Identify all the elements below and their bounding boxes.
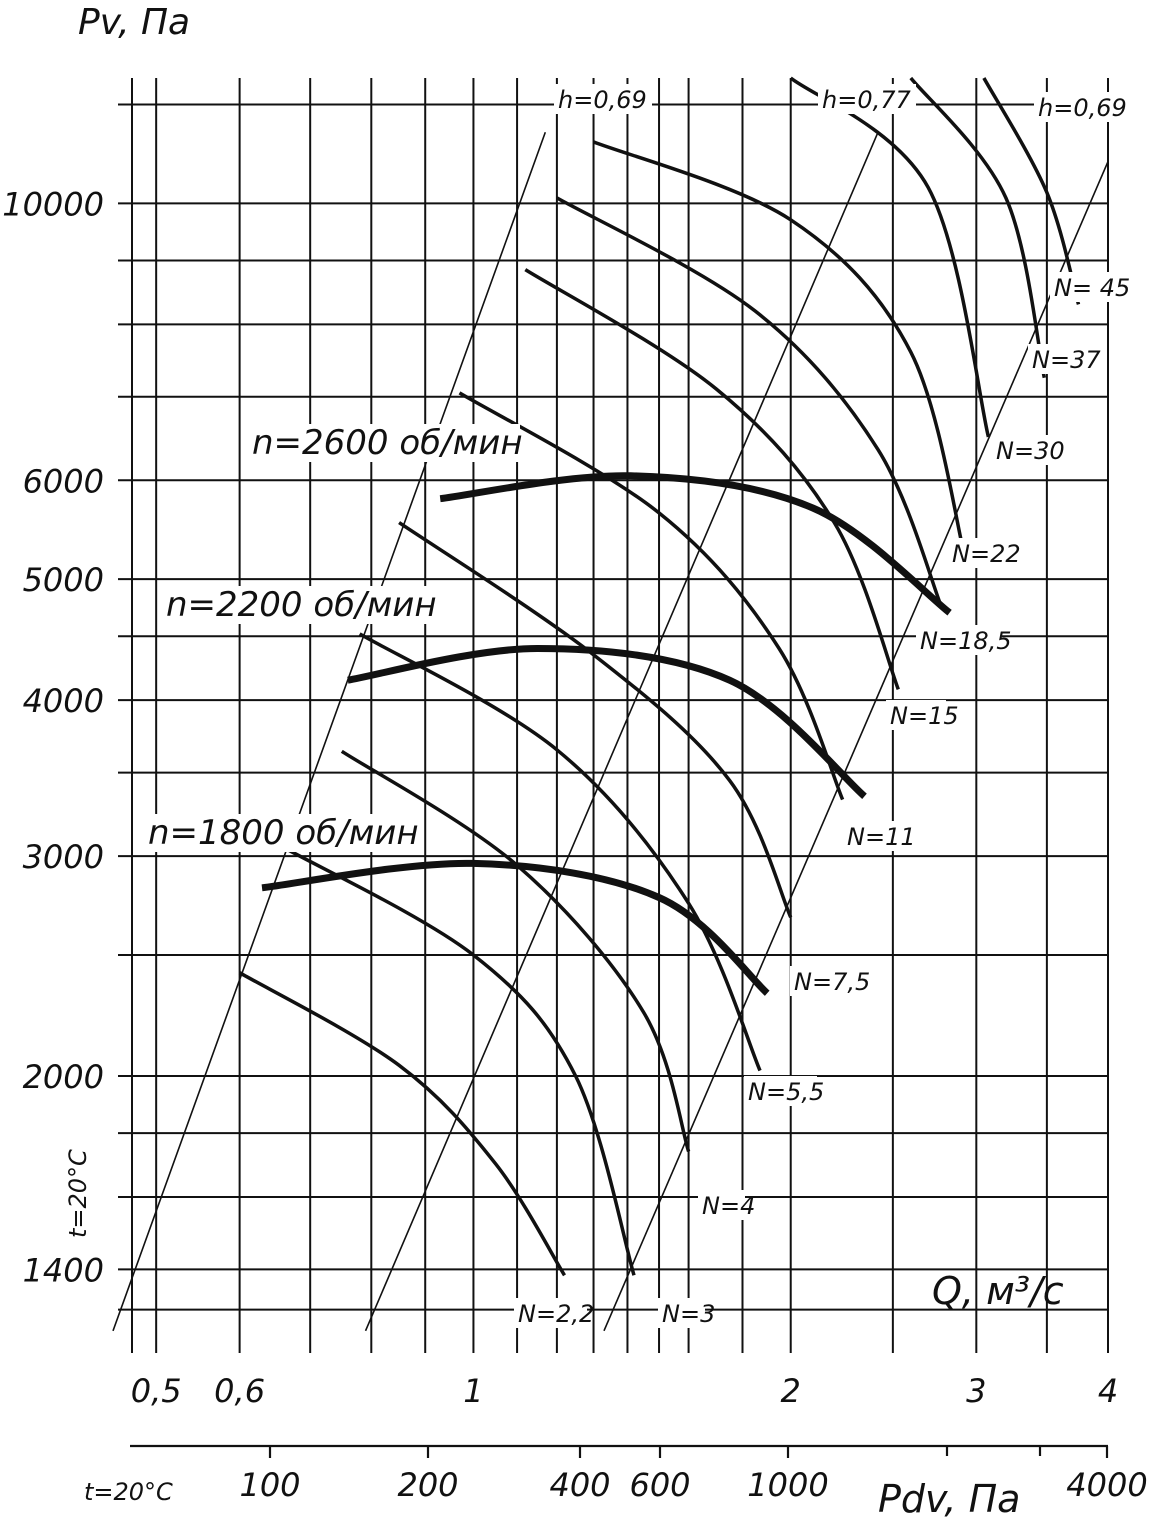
power-curve bbox=[358, 632, 762, 1072]
y-tick-label: 10000 bbox=[2, 185, 104, 223]
power-label-bg bbox=[1050, 272, 1123, 302]
efficiency-line bbox=[364, 131, 879, 1332]
efficiency-label: h=0,69 bbox=[1038, 94, 1127, 122]
y-tick-label: 6000 bbox=[23, 462, 104, 500]
power-label-bg bbox=[658, 1298, 705, 1328]
speed-label-bg bbox=[144, 814, 416, 852]
y-axis-title: Pv, Па bbox=[78, 2, 190, 43]
y-temperature-label: t=20°C bbox=[64, 1149, 92, 1238]
power-curve bbox=[592, 140, 968, 561]
speed-curves bbox=[261, 472, 952, 996]
power-label: N=22 bbox=[952, 540, 1021, 568]
power-label: N=4 bbox=[702, 1192, 755, 1220]
power-label: N=3 bbox=[662, 1300, 715, 1328]
pdv-tick-label: 200 bbox=[397, 1466, 458, 1504]
pdv-tick-label: 400 bbox=[549, 1466, 610, 1504]
efficiency-label-bg bbox=[554, 84, 652, 114]
power-label-bg bbox=[698, 1190, 745, 1220]
power-label-bg bbox=[744, 1076, 817, 1106]
power-label: N=2,2 bbox=[518, 1300, 594, 1328]
power-label-bg bbox=[1028, 344, 1088, 374]
power-label: N=11 bbox=[847, 823, 916, 851]
power-label: N=5,5 bbox=[748, 1078, 824, 1106]
y-tick-label: 1400 bbox=[23, 1251, 104, 1289]
power-curve bbox=[282, 845, 636, 1276]
efficiency-label: h=0,69 bbox=[558, 86, 647, 114]
power-label: N=7,5 bbox=[794, 968, 870, 996]
power-label: N=30 bbox=[996, 437, 1065, 465]
x-tick-label: 1 bbox=[463, 1372, 483, 1410]
y-tick-label: 5000 bbox=[23, 561, 104, 599]
efficiency-label: h=0,77 bbox=[822, 86, 911, 114]
power-curve bbox=[556, 196, 944, 608]
power-label-bg bbox=[843, 821, 903, 851]
power-curve bbox=[238, 971, 566, 1277]
pdv-tick-label: 600 bbox=[629, 1466, 690, 1504]
power-curves bbox=[238, 76, 1081, 1277]
power-label: N=18,5 bbox=[920, 627, 1012, 655]
power-label: N= 45 bbox=[1054, 274, 1130, 302]
speed-label-bg bbox=[162, 586, 434, 624]
x-tick-label: 4 bbox=[1098, 1372, 1118, 1410]
efficiency-line bbox=[112, 131, 547, 1332]
pdv-tick-label: 4000 bbox=[1066, 1466, 1147, 1504]
x-axis-title: Q, м³/с bbox=[932, 1269, 1064, 1313]
power-label-bg bbox=[916, 625, 1002, 655]
pdv-tick-label: 100 bbox=[239, 1466, 300, 1504]
speed-label-bg bbox=[248, 424, 520, 462]
speed-label: n=2600 об/мин bbox=[252, 423, 523, 463]
x-tick-label: 0,5 bbox=[131, 1372, 182, 1410]
y-tick-label: 4000 bbox=[23, 682, 104, 720]
efficiency-line bbox=[603, 161, 1109, 1332]
pdv-axis-title: Pdv, Па bbox=[878, 1477, 1020, 1521]
power-curve bbox=[458, 391, 845, 801]
power-label: N=15 bbox=[890, 702, 959, 730]
power-curve bbox=[909, 76, 1047, 379]
curve-labels: N=2,2 N=3 N=4 N=5,5 N=7,5 N=11 N=15 N=18,5 N=22 N… bbox=[144, 84, 1132, 1328]
x-tick-label: 0,6 bbox=[214, 1372, 265, 1410]
power-curve bbox=[340, 749, 691, 1153]
power-label-bg bbox=[886, 700, 946, 730]
power-label-bg bbox=[514, 1298, 587, 1328]
power-label-bg bbox=[992, 435, 1052, 465]
grid bbox=[118, 78, 1109, 1353]
efficiency-label-bg bbox=[1034, 92, 1132, 122]
efficiency-lines bbox=[112, 131, 1109, 1332]
x-tick-label: 3 bbox=[966, 1372, 986, 1410]
pdv-tick-label: 1000 bbox=[747, 1466, 828, 1504]
y-tick-label: 3000 bbox=[23, 838, 104, 876]
efficiency-label-bg bbox=[818, 84, 916, 114]
speed-label: n=2200 об/мин bbox=[166, 585, 437, 625]
pdv-temperature-label: t=20°C bbox=[84, 1478, 173, 1506]
power-curve bbox=[398, 521, 793, 919]
speed-curve bbox=[347, 644, 867, 799]
x-tick-label: 2 bbox=[781, 1372, 801, 1410]
power-label-bg bbox=[790, 966, 863, 996]
speed-curve bbox=[261, 859, 770, 996]
speed-curve bbox=[439, 472, 952, 616]
speed-label: n=1800 об/мин bbox=[148, 813, 419, 853]
power-curve bbox=[524, 268, 900, 691]
power-label-bg bbox=[948, 538, 1008, 568]
axes: 10000 6000 5000 4000 3000 2000 1400 0,5 0,6 1 2 3 4 1… bbox=[2, 185, 1148, 1504]
power-label: N=37 bbox=[1032, 346, 1101, 374]
y-tick-label: 2000 bbox=[23, 1058, 104, 1096]
